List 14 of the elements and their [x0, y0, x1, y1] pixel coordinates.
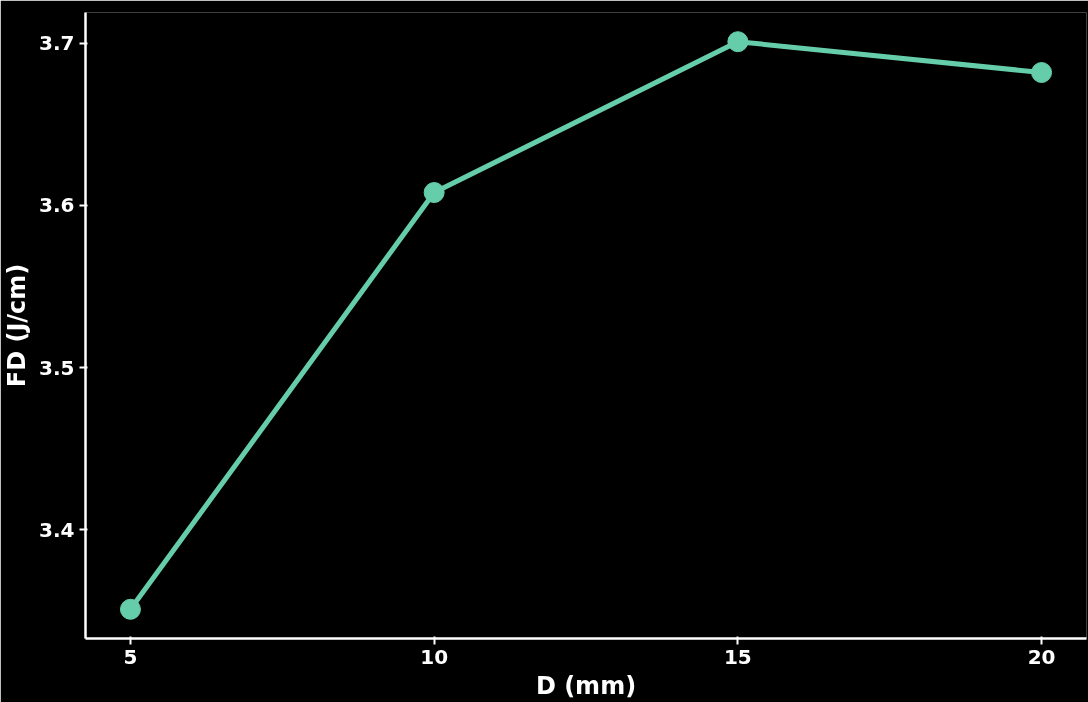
y-tick-label: 3.7 — [39, 31, 75, 56]
x-tick-label: 15 — [723, 644, 752, 669]
x-tick-label: 20 — [1027, 644, 1056, 669]
y-tick-label: 3.6 — [39, 193, 75, 218]
x-tick-label: 5 — [123, 644, 138, 669]
point — [119, 598, 141, 620]
point — [423, 182, 445, 203]
point — [1031, 62, 1053, 83]
point — [727, 31, 749, 53]
y-tick-label: 3.4 — [39, 517, 75, 542]
y-axis-title: FD (J/cm) — [3, 263, 32, 388]
x-tick-label: 10 — [420, 644, 449, 669]
y-tick-label: 3.5 — [39, 355, 75, 380]
x-axis-title: D (mm) — [535, 671, 637, 700]
